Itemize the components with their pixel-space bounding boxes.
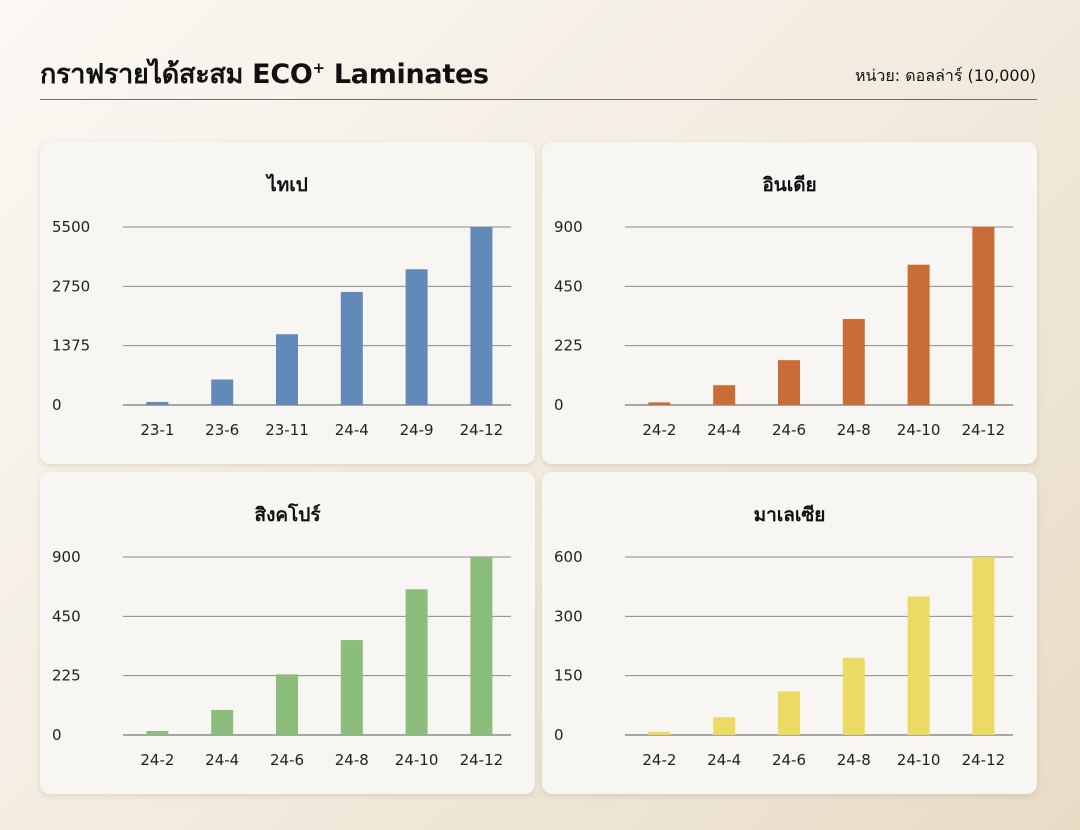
bar [778, 691, 800, 735]
chart-title: สิงคโปร์ [254, 504, 321, 526]
bar [340, 640, 363, 735]
x-tick-label: 24-10 [395, 751, 439, 769]
y-tick-label: 900 [554, 218, 583, 236]
x-tick-label: 24-10 [897, 421, 941, 439]
bar [778, 360, 800, 405]
x-tick-label: 24-8 [837, 421, 871, 439]
chart-title: ไทเป [267, 174, 308, 196]
page-title: กราฟรายได้สะสม ECO+ Laminates [40, 59, 489, 90]
bar [842, 319, 865, 405]
x-tick-label: 24-4 [707, 751, 741, 769]
y-tick-label: 2750 [52, 277, 90, 295]
x-tick-label: 24-4 [205, 751, 239, 769]
y-tick-label: 450 [554, 277, 583, 295]
bar [146, 731, 169, 735]
bar [405, 589, 428, 735]
header-divider [40, 99, 1037, 100]
y-tick-label: 225 [554, 337, 583, 355]
x-tick-label: 24-2 [140, 751, 174, 769]
bar [470, 227, 493, 405]
x-tick-label: 24-9 [400, 421, 434, 439]
x-tick-label: 24-12 [962, 421, 1006, 439]
bar [211, 379, 234, 405]
x-tick-label: 24-4 [335, 421, 369, 439]
x-tick-label: 24-8 [335, 751, 369, 769]
x-tick-label: 24-6 [270, 751, 304, 769]
y-tick-label: 0 [52, 396, 62, 414]
bar [907, 596, 930, 735]
bar [972, 227, 995, 405]
y-tick-label: 600 [554, 548, 583, 566]
x-tick-label: 24-12 [962, 751, 1006, 769]
bar [713, 385, 736, 405]
y-tick-label: 1375 [52, 337, 90, 355]
bar [713, 717, 736, 735]
bar [648, 731, 671, 735]
bar [405, 269, 428, 405]
x-tick-label: 23-6 [205, 421, 239, 439]
bar [842, 657, 865, 735]
x-tick-label: 24-8 [837, 751, 871, 769]
y-tick-label: 0 [52, 726, 62, 744]
y-tick-label: 0 [554, 396, 564, 414]
chart-panel-singapore: สิงคโปร์ 0 225 450 900 24-2 24-4 24-6 24-8 24-10… [40, 472, 535, 794]
bar [211, 709, 234, 735]
bar [907, 264, 930, 405]
y-tick-label: 300 [554, 607, 583, 625]
bar [972, 557, 995, 735]
chart-panel-taipei: ไทเป 0 1375 2750 5500 23-1 23-6 23-11 24-4 24-9 2… [40, 142, 535, 464]
x-tick-label: 24-12 [460, 421, 504, 439]
x-tick-label: 24-12 [460, 751, 504, 769]
x-tick-label: 24-6 [772, 751, 806, 769]
bar [340, 291, 363, 405]
y-tick-label: 150 [554, 667, 583, 685]
chart-title: มาเลเซีย [753, 504, 826, 526]
x-tick-label: 23-11 [265, 421, 309, 439]
chart-title: อินเดีย [762, 174, 817, 196]
x-tick-label: 24-10 [897, 751, 941, 769]
x-tick-label: 24-2 [642, 751, 676, 769]
y-tick-label: 5500 [52, 218, 90, 236]
bar-chart-svg: 0 225 450 900 24-2 24-4 24-6 24-8 24-10 24-12 [52, 548, 511, 769]
bar-chart-svg: 0 150 300 600 24-2 24-4 24-6 24-8 24-10 24-12 [554, 548, 1013, 769]
bar [470, 557, 493, 735]
x-tick-label: 24-6 [772, 421, 806, 439]
x-tick-label: 24-4 [707, 421, 741, 439]
bar-chart-svg: 0 1375 2750 5500 23-1 23-6 23-11 24-4 24-9 24-12 [52, 218, 511, 439]
y-tick-label: 900 [52, 548, 81, 566]
bar [276, 674, 298, 735]
chart-panel-india: อินเดีย 0 225 450 900 24-2 24-4 24-6 24-8 24-10 2… [542, 142, 1037, 464]
y-tick-label: 450 [52, 607, 81, 625]
y-tick-label: 0 [554, 726, 564, 744]
x-tick-label: 23-1 [140, 421, 174, 439]
x-tick-label: 24-2 [642, 421, 676, 439]
bar [648, 402, 671, 405]
bar-chart-svg: 0 225 450 900 24-2 24-4 24-6 24-8 24-10 24-12 [554, 218, 1013, 439]
chart-panel-malaysia: มาเลเซีย 0 150 300 600 24-2 24-4 24-6 24-8 24-10… [542, 472, 1037, 794]
unit-label: หน่วย: ดอลล่าร์ (10,000) [854, 66, 1036, 85]
bar [276, 334, 298, 405]
bar [146, 401, 169, 405]
y-tick-label: 225 [52, 667, 81, 685]
